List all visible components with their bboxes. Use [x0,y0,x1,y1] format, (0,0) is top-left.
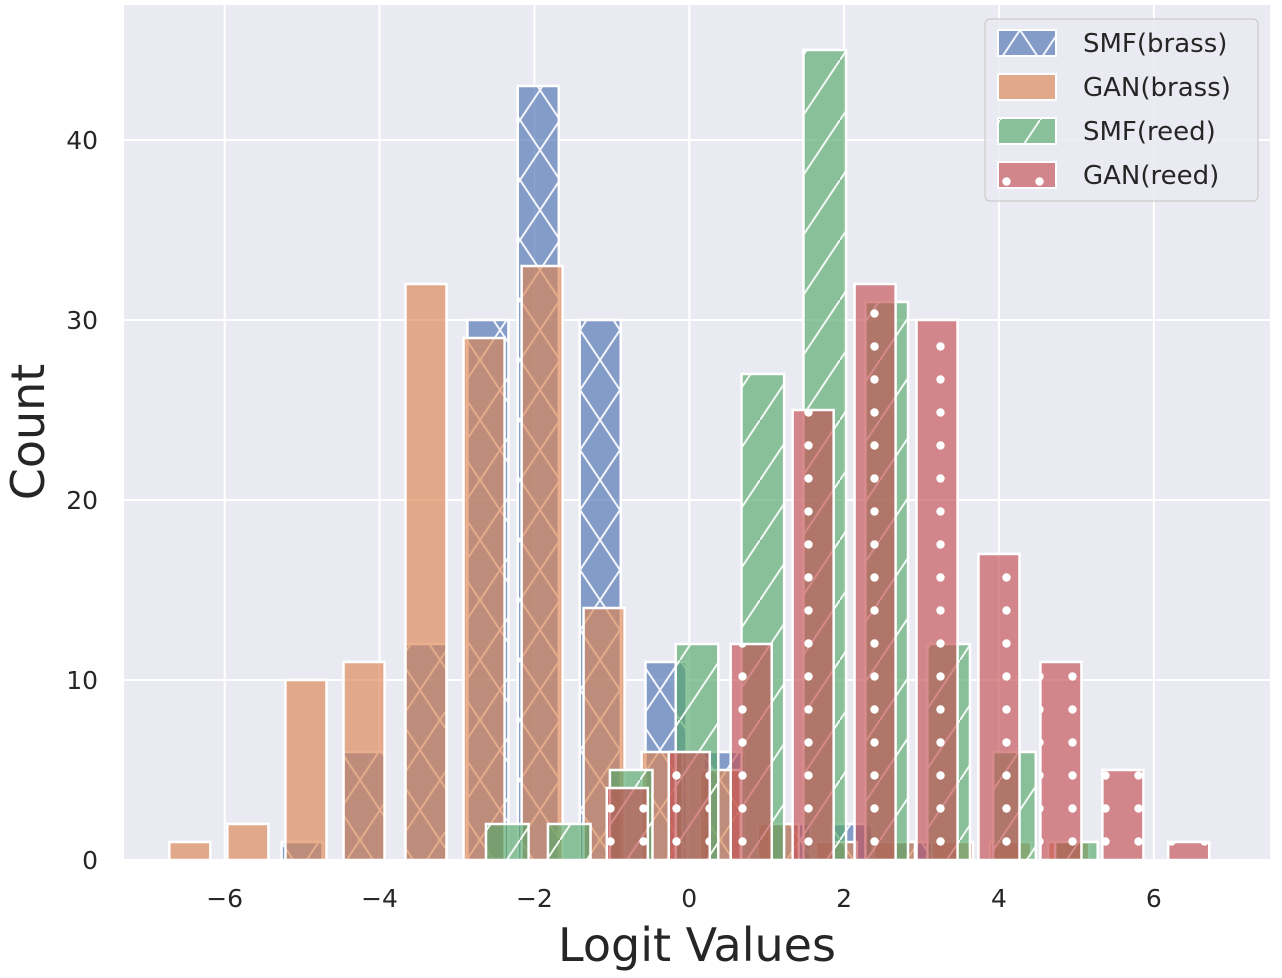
bar [342,660,386,860]
x-tick-label: 6 [1146,884,1162,913]
legend-item: SMF(brass) [997,29,1227,59]
x-tick-label: 0 [681,884,697,913]
bar-hatch [485,824,529,860]
legend: SMF(brass) GAN(brass) SMF(reed) GAN(reed) [984,18,1259,202]
bar [168,840,212,860]
legend-label: GAN(reed) [1083,161,1219,191]
bar-hatch [916,320,958,860]
bar-hatch [854,284,896,860]
x-tick-label: −4 [361,884,398,913]
y-axis-title: Count [1,364,55,501]
bar-hatch [1168,842,1210,860]
bar [226,822,270,860]
legend-swatch-hatch [998,118,1056,144]
y-axis-ticks: 0 10 20 30 40 [66,126,98,875]
y-tick-label: 40 [66,126,98,155]
x-tick-label: 2 [836,884,852,913]
y-tick-label: 30 [66,306,98,335]
legend-swatch [997,73,1057,101]
legend-item: SMF(reed) [997,117,1216,147]
bar [284,678,328,860]
series-3 [605,282,1211,860]
bar [462,336,506,860]
bar [520,264,564,860]
y-tick-label: 20 [66,486,98,515]
bar-hatch [1040,662,1082,860]
bar [404,282,448,860]
x-tick-label: −6 [206,884,243,913]
bar-hatch [978,554,1020,860]
legend-label: SMF(reed) [1083,117,1216,147]
x-axis-title: Logit Values [558,918,836,972]
legend-label: SMF(brass) [1083,29,1227,59]
legend-frame [984,18,1259,202]
bar-hatch [606,788,648,860]
x-tick-label: −2 [516,884,553,913]
y-tick-label: 10 [66,666,98,695]
bar-hatch [668,752,710,860]
bar-hatch [1102,770,1144,860]
legend-item: GAN(reed) [997,161,1219,191]
bar-hatch [792,410,834,860]
legend-swatch-hatch [998,30,1056,56]
x-tick-label: 4 [991,884,1007,913]
legend-item: GAN(brass) [997,73,1231,103]
y-tick-label: 0 [82,846,98,875]
legend-swatch-hatch [998,162,1056,188]
legend-label: GAN(brass) [1083,73,1231,103]
x-axis-ticks: −6 −4 −2 0 2 4 6 [206,884,1162,913]
bars-layer [168,48,1211,860]
bar-hatch [547,824,591,860]
bar-hatch [730,644,772,860]
